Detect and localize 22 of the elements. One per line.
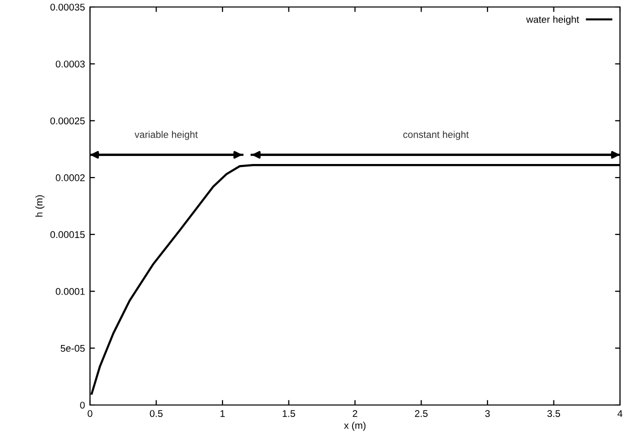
- x-tick-label: 2: [352, 410, 358, 417]
- annotation: variable height: [134, 130, 198, 140]
- x-tick-label: 0.5: [150, 410, 163, 417]
- annotation: constant height: [403, 130, 469, 140]
- y-tick-label: 0.0003: [56, 60, 85, 68]
- x-tick-label: 1.5: [282, 410, 296, 417]
- y-axis-title: h (m): [35, 195, 44, 217]
- x-axis-title: x (m): [344, 422, 366, 431]
- x-tick-label: 1: [220, 410, 225, 417]
- x-tick-label: 4: [618, 410, 622, 417]
- x-tick-label: 3: [485, 410, 490, 417]
- y-tick-label: 0.0002: [56, 174, 85, 182]
- x-tick-label: 0: [88, 410, 92, 417]
- y-tick-label: 0.00035: [50, 4, 85, 11]
- y-tick-label: 0.0001: [56, 288, 85, 295]
- x-tick-label: 2.5: [414, 410, 428, 417]
- y-tick-label: 0: [80, 402, 85, 409]
- y-tick-label: 0.00025: [50, 117, 85, 124]
- legend-label: water height: [526, 16, 580, 25]
- y-tick-label: 5e-05: [60, 344, 85, 352]
- y-tick-label: 0.00015: [50, 231, 85, 238]
- x-tick-label: 3.5: [547, 410, 560, 417]
